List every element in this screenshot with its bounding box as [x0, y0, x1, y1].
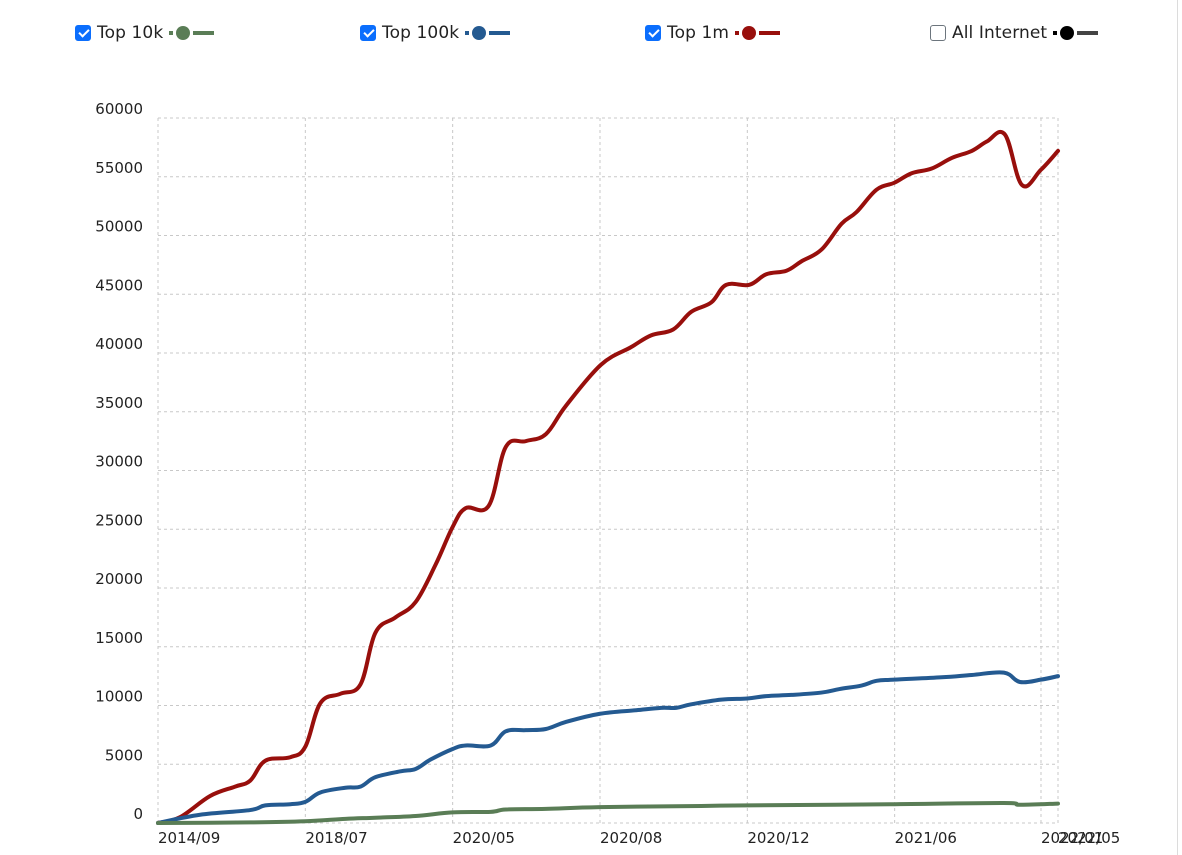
y-tick-label: 25000	[95, 511, 143, 529]
panel-border	[1177, 0, 1178, 855]
x-tick-label: 2020/08	[600, 829, 662, 847]
y-tick-label: 50000	[95, 218, 143, 236]
y-tick-label: 60000	[95, 100, 143, 118]
y-tick-label: 10000	[95, 688, 143, 706]
legend-item-all-internet[interactable]: All Internet	[930, 20, 1099, 46]
legend-item-top-100k[interactable]: Top 100k	[360, 20, 511, 46]
series-swatch-icon	[169, 26, 215, 40]
x-tick-label: 2020/05	[453, 829, 515, 847]
legend-label: Top 10k	[97, 23, 164, 43]
series-line-top-1m	[156, 129, 1060, 825]
series-swatch-icon	[465, 26, 511, 40]
y-tick-label: 35000	[95, 394, 143, 412]
y-tick-label: 15000	[95, 629, 143, 647]
series-lines	[156, 129, 1060, 825]
legend-checkbox-top-10k[interactable]	[75, 25, 91, 41]
y-tick-label: 30000	[95, 453, 143, 471]
legend-item-top-10k[interactable]: Top 10k	[75, 20, 215, 46]
legend-label: All Internet	[952, 23, 1048, 43]
legend-label: Top 1m	[667, 23, 730, 43]
x-tick-label: 2018/07	[305, 829, 367, 847]
y-tick-label: 55000	[95, 159, 143, 177]
legend-item-top-1m[interactable]: Top 1m	[645, 20, 781, 46]
x-tick-label: 2020/12	[747, 829, 809, 847]
y-tick-label: 5000	[105, 746, 143, 764]
legend-checkbox-top-100k[interactable]	[360, 25, 376, 41]
series-swatch-icon	[1053, 26, 1099, 40]
legend-checkbox-top-1m[interactable]	[645, 25, 661, 41]
legend-label: Top 100k	[382, 23, 460, 43]
x-tick-label: 2014/09	[158, 829, 220, 847]
series-line-top-10k	[156, 801, 1060, 825]
x-tick-label: 2022/05	[1058, 829, 1120, 847]
chart-legend: Top 10k Top 100k Top 1m All Internet	[0, 20, 1182, 46]
y-tick-label: 0	[133, 805, 143, 823]
y-tick-label: 45000	[95, 276, 143, 294]
series-line-top-100k	[156, 670, 1060, 825]
x-tick-label: 2021/06	[895, 829, 957, 847]
grid-lines	[157, 117, 1059, 824]
legend-checkbox-all-internet[interactable]	[930, 25, 946, 41]
series-swatch-icon	[735, 26, 781, 40]
x-tick-label: 2022/01	[1041, 829, 1103, 847]
y-tick-label: 40000	[95, 335, 143, 353]
x-axis: 2014/09 2018/07 2020/05 2020/08 2020/12 2021/…	[158, 829, 1120, 847]
y-axis: 0 5000 10000 15000 20000 25000 30000 35000 40000…	[95, 100, 143, 823]
y-tick-label: 20000	[95, 570, 143, 588]
